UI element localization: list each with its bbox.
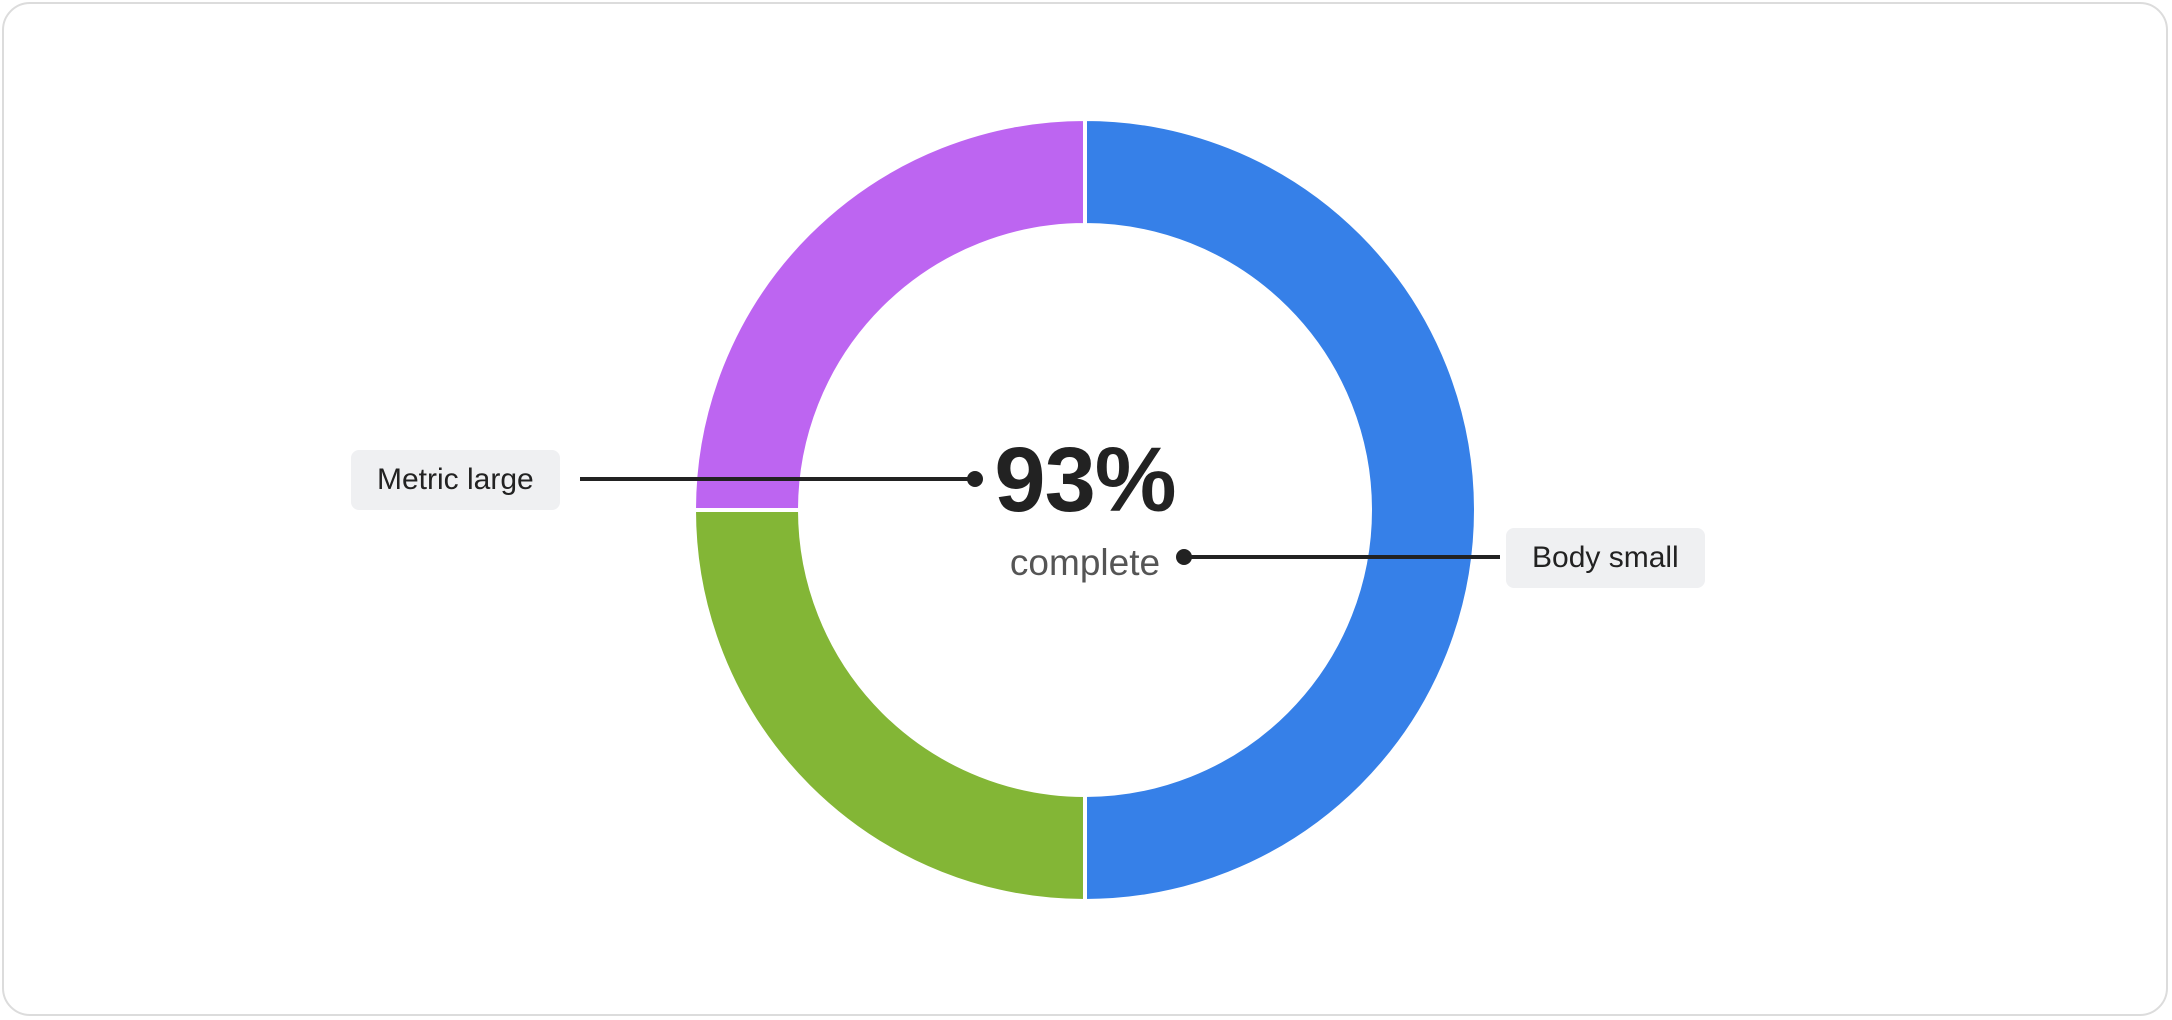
metric-large-callout: Metric large (351, 450, 560, 510)
donut-slice-2 (691, 508, 1087, 904)
donut-slice-1 (1083, 116, 1478, 904)
center-metric-label: complete (1009, 542, 1161, 583)
body-small-callout: Body small (1506, 528, 1705, 588)
center-metric-value: 93% (994, 429, 1176, 531)
body-leader-dot (1176, 549, 1192, 565)
donut-slice-3 (691, 116, 1087, 512)
metric-leader-dot (967, 471, 983, 487)
donut-slices (691, 116, 1478, 904)
